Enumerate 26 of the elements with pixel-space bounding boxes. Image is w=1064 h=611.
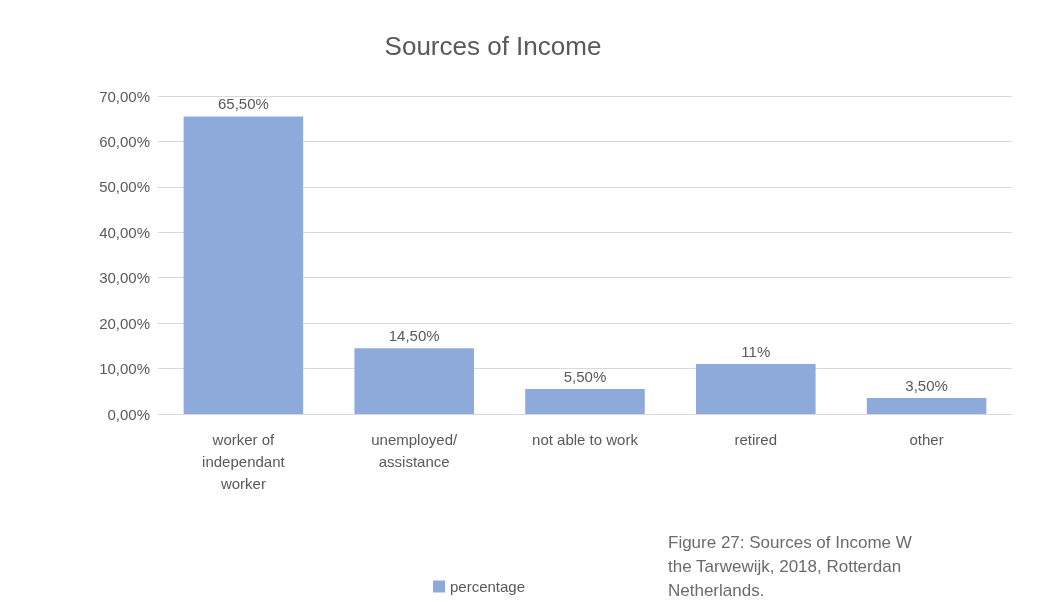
bar (525, 389, 645, 414)
bar (354, 348, 474, 414)
legend-label: percentage (450, 578, 526, 595)
y-tick-label: 20,00% (99, 314, 150, 332)
x-tick-label: worker of independant worker (202, 430, 286, 492)
x-tick-label: retired (734, 430, 778, 448)
x-tick-label: not able to work (532, 430, 639, 448)
y-tick-label: 60,00% (99, 132, 150, 150)
data-label: 5,50% (563, 368, 607, 386)
x-tick-label: unemployed/ assistance (371, 430, 458, 470)
bar (696, 364, 816, 414)
y-tick-label: 30,00% (99, 269, 150, 287)
y-tick-label: 40,00% (99, 223, 150, 241)
data-label: 11% (741, 343, 771, 361)
y-tick-label: 0,00% (107, 405, 150, 423)
data-label: 65,50% (217, 95, 269, 113)
data-label: 14,50% (388, 327, 440, 345)
y-tick-label: 70,00% (99, 87, 150, 105)
data-label: 3,50% (905, 377, 948, 395)
bar (866, 398, 987, 414)
caption: Figure 27: Sources of Income W the Tarwewijk, 2018, Rotterdan Netherlands. (668, 532, 912, 600)
chart-title: Sources of Income (384, 31, 602, 61)
y-tick-label: 50,00% (99, 178, 150, 196)
y-tick-label: 10,00% (99, 360, 150, 378)
x-tick-label: other (909, 430, 944, 448)
bar (183, 116, 304, 414)
